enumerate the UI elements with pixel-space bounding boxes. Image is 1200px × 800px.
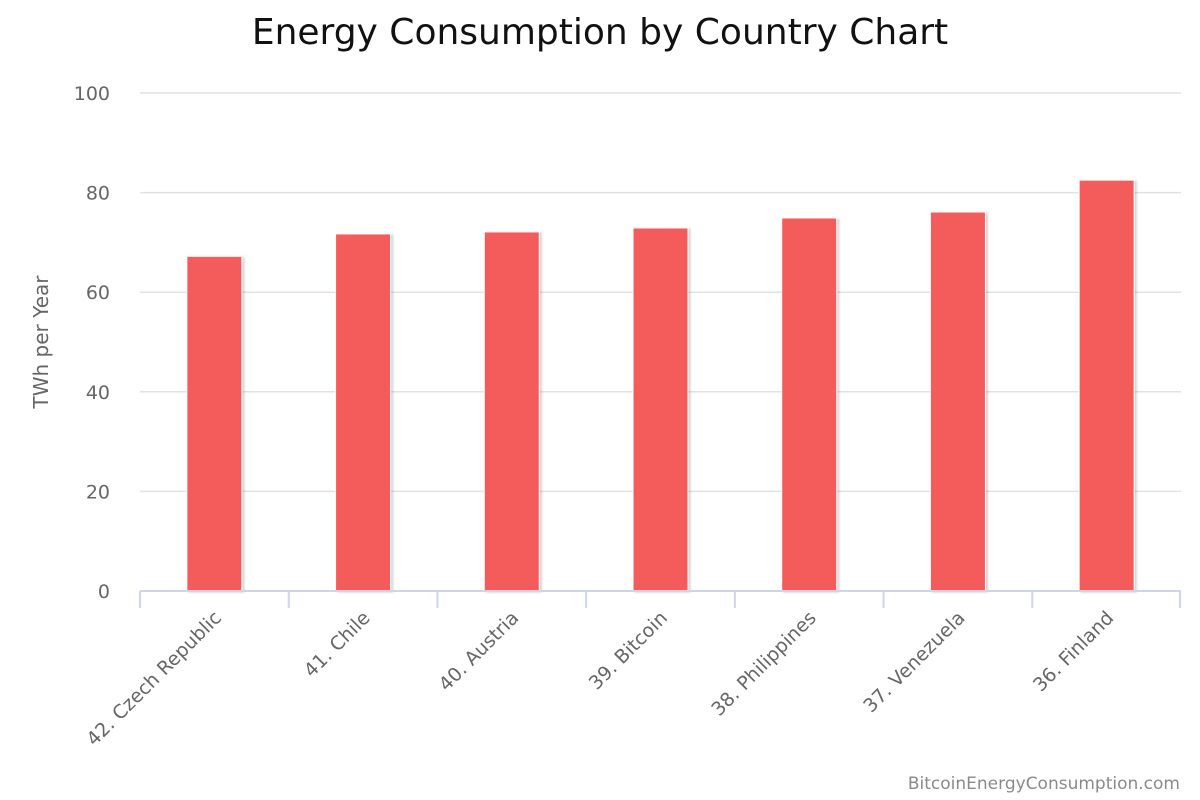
credit-link[interactable]: BitcoinEnergyConsumption.com [907, 774, 1180, 794]
y-tick-label: 40 [86, 382, 110, 404]
x-tick-label: 36. Finland [1029, 607, 1118, 696]
x-tick-label: 40. Austria [435, 607, 524, 696]
chart-title: Energy Consumption by Country Chart [251, 12, 949, 53]
x-tick-label: 41. Chile [300, 607, 375, 682]
x-tick-label: 42. Czech Republic [82, 607, 225, 750]
x-tick-label: 37. Venezuela [859, 607, 969, 717]
y-tick-label: 100 [74, 83, 110, 105]
bar[interactable] [186, 255, 243, 592]
y-tick-label: 20 [86, 481, 110, 503]
bar[interactable] [781, 217, 838, 592]
y-tick-label: 60 [86, 282, 110, 304]
x-tick-label: 39. Bitcoin [585, 607, 672, 694]
bar[interactable] [483, 231, 540, 592]
bars [186, 179, 1135, 592]
bar[interactable] [632, 227, 689, 592]
y-tick-label: 0 [98, 581, 110, 603]
y-axis-label: TWh per Year [29, 275, 53, 410]
y-tick-label: 80 [86, 183, 110, 205]
bar[interactable] [929, 211, 986, 592]
x-axis [139, 590, 1181, 608]
bar[interactable] [1078, 179, 1135, 592]
x-tick-labels: 42. Czech Republic 41. Chile 40. Austria 39… [82, 607, 1118, 750]
y-axis: 0 20 40 60 80 100 [74, 83, 110, 603]
x-tick-label: 38. Philippines [707, 607, 821, 721]
bar[interactable] [335, 233, 392, 592]
